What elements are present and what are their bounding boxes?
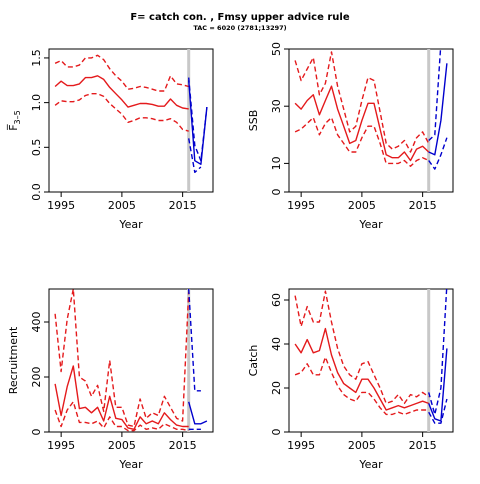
y-tick-label: 0.0 — [30, 183, 43, 201]
series-line-hist-lower — [294, 356, 429, 416]
plot-frame — [288, 288, 454, 433]
series-line-proj-lower — [188, 138, 202, 174]
series-line-hist-upper — [54, 289, 190, 428]
series-line-hist-lower — [54, 92, 189, 132]
series-line-proj-median — [188, 80, 208, 166]
y-axis-label: Catch — [247, 345, 260, 377]
y-axis-label: F̅3–5 — [7, 110, 22, 131]
series-line-proj-upper — [428, 289, 448, 416]
x-tick-label: 2005 — [348, 439, 376, 452]
y-tick-label: 0 — [270, 429, 283, 436]
series-line-hist-lower — [54, 401, 189, 432]
series-line-hist-upper — [294, 290, 430, 405]
series-line-proj-upper — [188, 289, 201, 392]
series-group — [294, 49, 448, 170]
y-axis-label: SSB — [247, 110, 260, 132]
x-tick-label: 2015 — [409, 199, 437, 212]
figure-title: F= catch con. , Fmsy upper advice rule — [130, 12, 350, 23]
series-group — [294, 289, 448, 424]
y-tick-label: 1.0 — [30, 94, 43, 112]
x-tick-label: 2005 — [348, 199, 376, 212]
y-axis-label-subscript: 3–5 — [13, 110, 22, 124]
y-tick-label: 60 — [270, 293, 283, 307]
series-line-proj-upper — [188, 77, 208, 162]
plot-frame — [48, 48, 214, 193]
y-tick-label: 1.5 — [30, 49, 43, 67]
figure-subtitle: TAC = 6020 (2781;13297) — [193, 24, 286, 32]
series-line-hist-median — [294, 327, 429, 411]
series-line-proj-median — [428, 63, 448, 156]
series-group — [54, 54, 208, 174]
series-line-hist-lower — [294, 116, 429, 168]
y-tick-label: 0 — [30, 429, 43, 436]
y-tick-label: 400 — [30, 312, 43, 333]
y-tick-label: 200 — [30, 367, 43, 388]
series-line-hist-median — [54, 365, 189, 430]
x-tick-label: 1995 — [287, 439, 315, 452]
x-axis-label: Year — [118, 218, 143, 231]
y-tick-label: 0 — [270, 189, 283, 196]
y-tick-label: 0.5 — [30, 139, 43, 157]
y-tick-label: 20 — [270, 381, 283, 395]
x-tick-label: 1995 — [47, 439, 75, 452]
x-axis-label: Year — [358, 218, 383, 231]
x-tick-label: 2015 — [409, 439, 437, 452]
series-line-hist-median — [54, 75, 189, 110]
chart-panel-1: 1995 2005 2015 0.0 0.5 1.0 1.5 Year F̅3–5 — [7, 48, 214, 231]
x-tick-label: 1995 — [287, 199, 315, 212]
chart-panel-4: 1995 2005 2015 0 20 40 60 Year Catch — [247, 288, 454, 471]
series-line-proj-lower — [428, 137, 448, 170]
series-group — [54, 289, 208, 432]
plot-frame — [48, 288, 214, 433]
y-tick-label: 10 — [270, 156, 283, 170]
series-line-proj-median — [428, 348, 448, 422]
plot-frame — [288, 48, 454, 193]
x-tick-label: 1995 — [47, 199, 75, 212]
series-line-proj-median — [188, 401, 208, 425]
series-line-hist-median — [294, 85, 430, 162]
series-line-proj-upper — [428, 49, 442, 142]
x-tick-label: 2005 — [108, 199, 136, 212]
x-tick-label: 2015 — [169, 439, 197, 452]
y-axis-label: Recruitment — [7, 326, 20, 394]
x-axis-label: Year — [358, 458, 383, 471]
chart-panel-3: 1995 2005 2015 0 200 400 Year Recruitment — [7, 288, 214, 471]
series-line-hist-upper — [294, 51, 430, 153]
y-tick-label: 30 — [270, 99, 283, 113]
chart-panel-2: 1995 2005 2015 0 10 30 50 Year SSB — [247, 42, 454, 231]
y-tick-label: 50 — [270, 42, 283, 56]
x-axis-label: Year — [118, 458, 143, 471]
x-tick-label: 2015 — [169, 199, 197, 212]
x-tick-label: 2005 — [108, 439, 136, 452]
series-line-hist-upper — [54, 54, 189, 92]
y-tick-label: 40 — [270, 337, 283, 351]
